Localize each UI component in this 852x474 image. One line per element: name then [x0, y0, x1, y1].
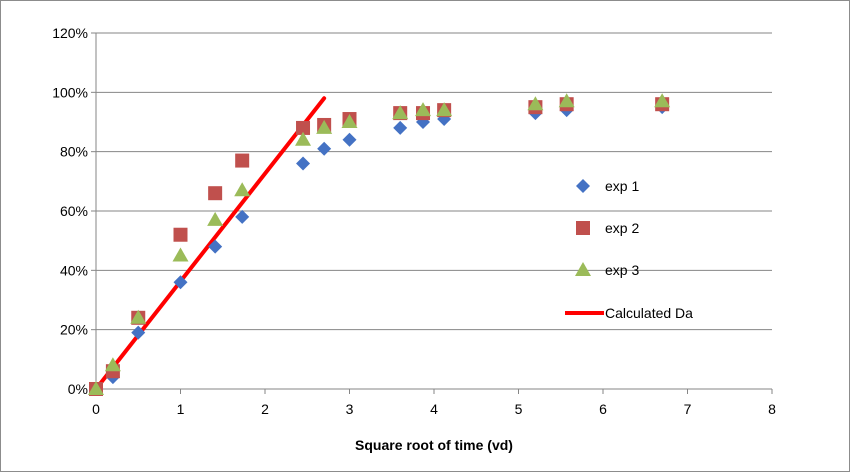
data-point — [208, 239, 223, 254]
series-exp-1 — [89, 100, 670, 396]
data-point — [296, 120, 311, 135]
data-point — [131, 325, 146, 340]
x-tick-label: 3 — [346, 401, 354, 417]
legend-label: exp 2 — [605, 220, 639, 236]
x-tick-label: 7 — [684, 401, 692, 417]
calculated-da-line — [94, 96, 327, 391]
legend-marker — [576, 221, 590, 235]
x-tick-label: 5 — [515, 401, 523, 417]
legend: exp 1 exp 2 exp 3 Calculated Da — [565, 178, 693, 321]
data-point — [341, 114, 358, 128]
x-tick-label: 4 — [430, 401, 438, 417]
y-tick-label: 60% — [60, 203, 88, 219]
series-markers — [88, 93, 671, 396]
data-point — [130, 309, 147, 324]
x-tick-labels: 0 1 2 3 4 5 6 7 8 — [92, 401, 776, 417]
data-point — [234, 182, 251, 197]
data-point — [436, 102, 453, 117]
data-point — [392, 105, 409, 120]
data-point — [316, 119, 333, 134]
legend-label: Calculated Da — [605, 305, 693, 321]
data-point — [342, 132, 357, 147]
legend-label: exp 1 — [605, 178, 639, 194]
y-tick-label: 80% — [60, 144, 88, 160]
data-point — [527, 96, 544, 111]
series-exp-3 — [88, 93, 671, 395]
calculated-line-layer — [94, 96, 327, 391]
data-point — [88, 381, 104, 395]
data-point — [235, 209, 250, 224]
series-exp-2 — [89, 97, 670, 396]
data-point — [317, 141, 332, 156]
y-tick-label: 120% — [52, 25, 88, 41]
data-point — [104, 357, 121, 372]
axes — [91, 32, 773, 394]
data-point — [208, 186, 223, 201]
x-tick-label: 8 — [768, 401, 776, 417]
data-point — [172, 247, 189, 262]
x-tick-label: 0 — [92, 401, 100, 417]
y-tick-label: 100% — [52, 84, 88, 100]
data-point — [235, 153, 250, 168]
legend-marker — [576, 179, 590, 193]
data-point — [295, 131, 312, 146]
data-point — [393, 120, 408, 135]
gridlines — [96, 32, 772, 331]
x-tick-label: 6 — [599, 401, 607, 417]
data-point — [173, 227, 188, 242]
x-axis-title: Square root of time (vd) — [355, 437, 513, 453]
data-point — [207, 211, 224, 226]
data-point — [558, 93, 575, 108]
data-point — [296, 156, 311, 171]
legend-label: exp 3 — [605, 262, 639, 278]
data-point — [415, 102, 432, 117]
data-point — [654, 93, 671, 108]
x-tick-label: 1 — [177, 401, 185, 417]
y-tick-labels: 0% 20% 40% 60% 80% 100% 120% — [52, 25, 88, 397]
legend-marker — [575, 262, 591, 276]
x-tick-label: 2 — [261, 401, 269, 417]
y-tick-label: 20% — [60, 322, 88, 338]
y-tick-label: 0% — [68, 381, 88, 397]
y-tick-label: 40% — [60, 262, 88, 278]
data-point — [173, 275, 188, 290]
